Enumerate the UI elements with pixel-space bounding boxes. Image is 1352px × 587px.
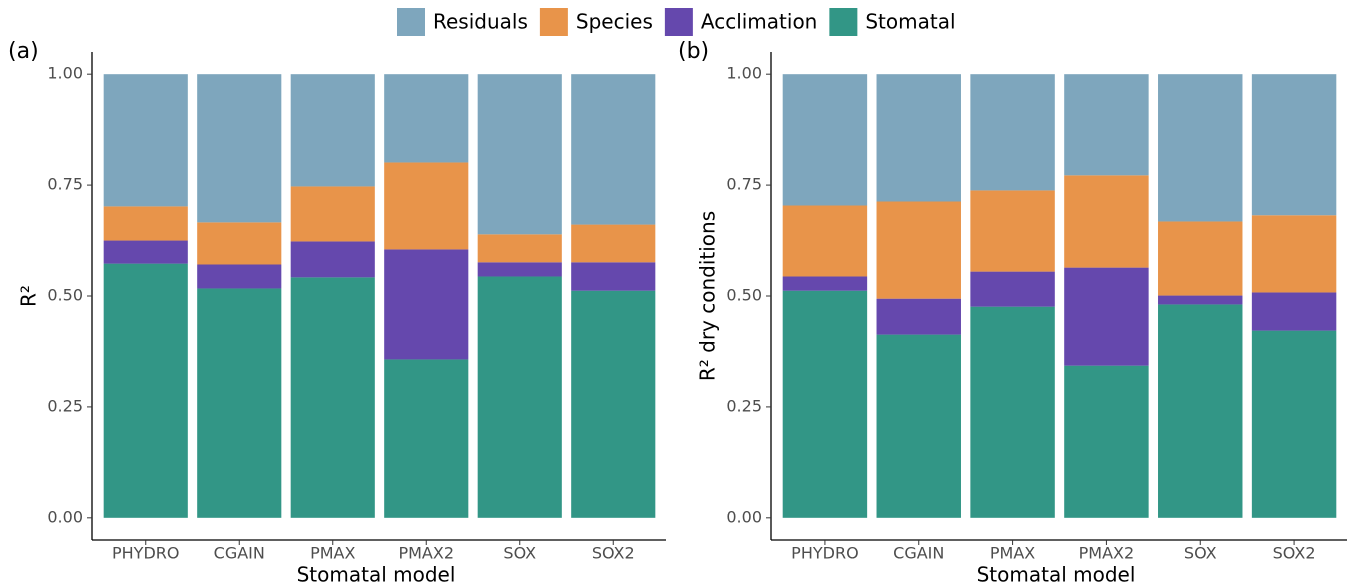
y-tick-label: 1.00 (47, 64, 83, 83)
bar-segment (876, 74, 961, 202)
bar-segment (970, 306, 1055, 518)
legend-label: Residuals (433, 10, 528, 34)
bar-segment (782, 290, 868, 518)
bar-segment (571, 224, 656, 263)
x-tick-label: PMAX (990, 544, 1035, 563)
bar-segment (384, 359, 469, 518)
legend-swatch (397, 8, 425, 36)
bar-segment (103, 263, 188, 518)
legend-swatch (664, 8, 693, 36)
bar-segment (197, 74, 282, 223)
x-axis-title: Stomatal model (297, 563, 456, 587)
bar-segment (477, 234, 562, 263)
bar-segment (876, 334, 961, 518)
bar-segment (1064, 267, 1149, 366)
y-tick-label: 0.25 (47, 396, 83, 415)
bar-segment (876, 201, 961, 299)
y-tick-label: 0.50 (726, 286, 762, 305)
bar-segment (290, 74, 375, 187)
legend-label: Species (576, 10, 653, 34)
bar-segment (1158, 221, 1243, 296)
bar-segment (384, 74, 469, 163)
x-tick-label: PHYDRO (791, 544, 858, 563)
bar-segment (384, 162, 469, 250)
x-axis-title: Stomatal model (977, 563, 1136, 587)
x-tick-label: PMAX2 (398, 544, 454, 563)
x-tick-label: PMAX2 (1079, 544, 1135, 563)
bar-segment (103, 206, 188, 241)
bar-segment (970, 74, 1055, 191)
x-tick-label: SOX (1184, 544, 1217, 563)
bar-segment (290, 277, 375, 518)
x-tick-label: SOX2 (1273, 544, 1316, 563)
y-tick-label: 0.00 (726, 507, 762, 526)
bar-segment (876, 298, 961, 335)
bar-segment (571, 290, 656, 518)
bar-segment (103, 240, 188, 264)
y-tick-label: 1.00 (726, 64, 762, 83)
y-tick-label: 0.75 (47, 175, 83, 194)
legend-swatch (829, 8, 858, 36)
bar-segment (782, 276, 868, 291)
bar-segment (782, 74, 868, 206)
bar-segment (1251, 292, 1337, 331)
bar-segment (477, 74, 562, 235)
bar-segment (970, 271, 1055, 307)
y-axis-title: R² (17, 285, 41, 307)
bar-segment (477, 276, 562, 518)
y-tick-label: 0.25 (726, 396, 762, 415)
bar-segment (571, 74, 656, 225)
bar-segment (384, 249, 469, 360)
panel-label: (a) (8, 39, 39, 64)
bar-segment (1158, 295, 1243, 305)
bar-segment (290, 241, 375, 278)
bar-segment (1064, 175, 1149, 268)
legend-label: Stomatal (865, 10, 955, 34)
x-tick-label: PMAX (310, 544, 355, 563)
y-tick-label: 0.00 (47, 507, 83, 526)
x-tick-label: SOX2 (592, 544, 635, 563)
bar-segment (970, 190, 1055, 272)
y-tick-label: 0.75 (726, 175, 762, 194)
legend-label: Acclimation (701, 10, 817, 34)
x-tick-label: PHYDRO (112, 544, 179, 563)
bar-segment (1251, 74, 1337, 216)
bar-segment (782, 205, 868, 277)
x-tick-label: CGAIN (214, 544, 265, 563)
bar-segment (1158, 304, 1243, 518)
bar-segment (1251, 215, 1337, 293)
bar-segment (1064, 74, 1149, 176)
x-tick-label: SOX (503, 544, 536, 563)
bar-segment (477, 262, 562, 277)
panel-label: (b) (678, 39, 709, 64)
bar-segment (197, 288, 282, 518)
bar-segment (1251, 330, 1337, 518)
bar-segment (197, 222, 282, 265)
y-axis-title: R² dry conditions (696, 211, 720, 381)
bar-segment (1158, 74, 1243, 222)
x-tick-label: CGAIN (893, 544, 944, 563)
y-tick-label: 0.50 (47, 286, 83, 305)
bar-segment (197, 264, 282, 289)
bar-segment (290, 186, 375, 242)
bar-segment (571, 262, 656, 291)
bar-segment (1064, 365, 1149, 518)
bar-segment (103, 74, 188, 207)
legend-swatch (539, 8, 568, 36)
